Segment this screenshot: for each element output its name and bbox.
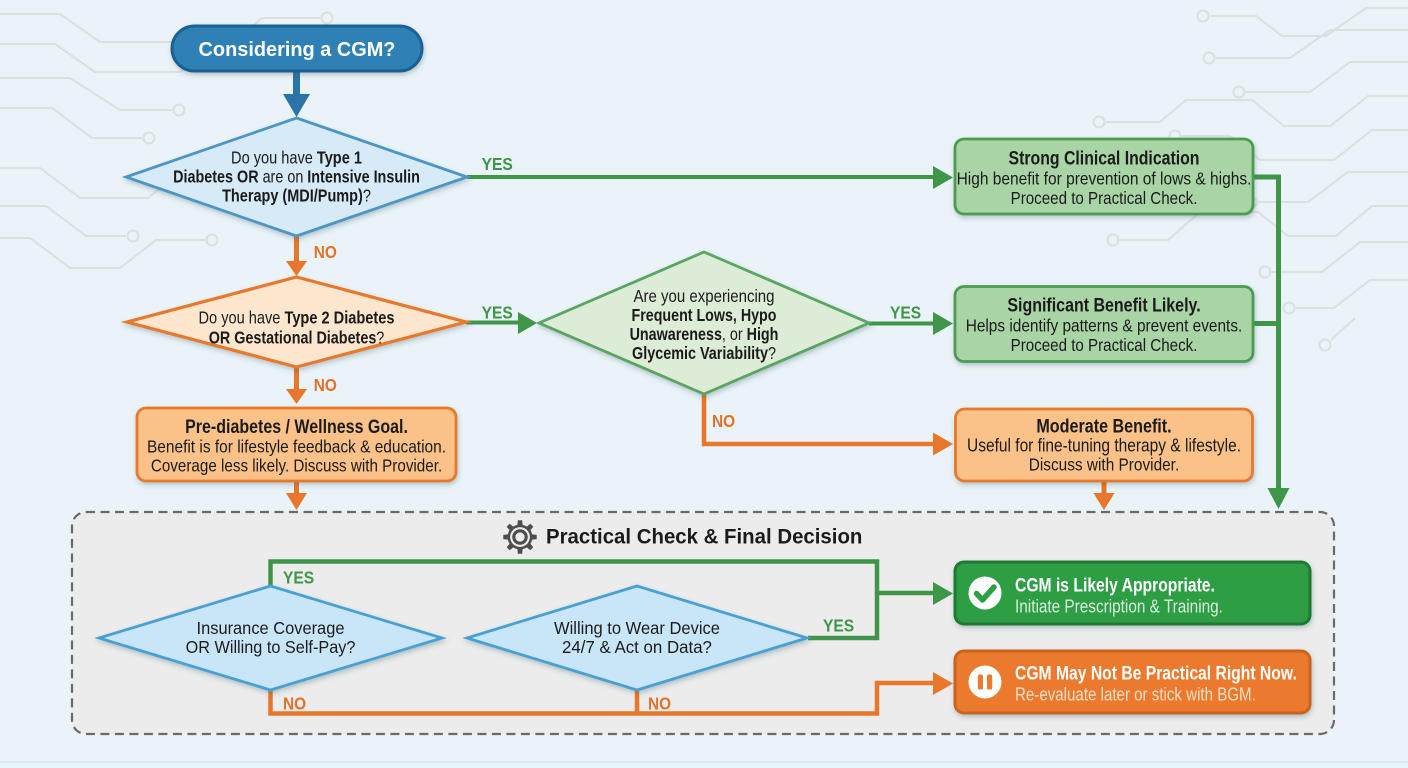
svg-text:NO: NO (648, 695, 671, 714)
svg-text:Considering a CGM?: Considering a CGM? (199, 39, 396, 61)
svg-text:Glycemic Variability?: Glycemic Variability? (632, 344, 776, 364)
svg-text:Proceed to Practical Check.: Proceed to Practical Check. (1011, 188, 1198, 209)
svg-text:Are you experiencing: Are you experiencing (634, 287, 775, 306)
svg-text:Coverage less likely. Discuss: Coverage less likely. Discuss with Provi… (151, 455, 442, 476)
svg-text:Discuss with Provider.: Discuss with Provider. (1029, 454, 1179, 474)
svg-text:Moderate Benefit.: Moderate Benefit. (1036, 415, 1171, 437)
svg-text:Re-evaluate later or stick wit: Re-evaluate later or stick with BGM. (1015, 684, 1256, 705)
svg-text:YES: YES (482, 303, 513, 323)
svg-text:Initiate Prescription & Traini: Initiate Prescription & Training. (1015, 596, 1223, 617)
svg-text:NO: NO (314, 376, 337, 395)
svg-text:OR Willing to Self-Pay?: OR Willing to Self-Pay? (186, 637, 356, 657)
svg-text:High benefit for prevention of: High benefit for prevention of lows & hi… (957, 169, 1252, 189)
svg-text:24/7 & Act on Data?: 24/7 & Act on Data? (562, 637, 712, 657)
svg-text:Unawareness, or High: Unawareness, or High (630, 326, 779, 345)
svg-text:NO: NO (314, 243, 337, 262)
svg-text:Do you have Type 1: Do you have Type 1 (231, 148, 362, 168)
svg-text:NO: NO (283, 695, 306, 714)
svg-text:Therapy (MDI/Pump)?: Therapy (MDI/Pump)? (222, 186, 371, 206)
svg-text:OR Gestational Diabetes?: OR Gestational Diabetes? (209, 329, 385, 348)
svg-text:YES: YES (283, 568, 314, 588)
svg-text:CGM May Not Be Practical Right: CGM May Not Be Practical Right Now. (1015, 662, 1297, 684)
svg-text:Strong Clinical Indication: Strong Clinical Indication (1009, 147, 1200, 169)
svg-text:Proceed to Practical Check.: Proceed to Practical Check. (1011, 335, 1198, 356)
svg-text:Insurance Coverage: Insurance Coverage (197, 619, 345, 639)
svg-text:Willing to Wear Device: Willing to Wear Device (554, 619, 720, 639)
svg-text:YES: YES (482, 154, 513, 174)
svg-text:Useful for fine-tuning therapy: Useful for fine-tuning therapy & lifesty… (967, 435, 1241, 455)
svg-text:Helps identify patterns & prev: Helps identify patterns & prevent events… (966, 315, 1243, 335)
svg-text:Practical Check & Final Decisi: Practical Check & Final Decision (546, 525, 862, 549)
svg-text:Pre-diabetes / Wellness Goal.: Pre-diabetes / Wellness Goal. (185, 416, 408, 438)
svg-text:YES: YES (823, 616, 854, 636)
svg-text:Frequent Lows, Hypo: Frequent Lows, Hypo (632, 307, 777, 326)
svg-text:Significant Benefit Likely.: Significant Benefit Likely. (1007, 294, 1200, 316)
svg-text:CGM is Likely Appropriate.: CGM is Likely Appropriate. (1015, 574, 1215, 596)
svg-text:NO: NO (712, 412, 735, 431)
svg-text:Benefit is for lifestyle feedb: Benefit is for lifestyle feedback & educ… (147, 436, 446, 456)
svg-text:Diabetes OR are on Intensive I: Diabetes OR are on Intensive Insulin (173, 168, 420, 187)
svg-text:YES: YES (890, 303, 921, 323)
svg-text:Do you have Type 2 Diabetes: Do you have Type 2 Diabetes (199, 308, 395, 328)
